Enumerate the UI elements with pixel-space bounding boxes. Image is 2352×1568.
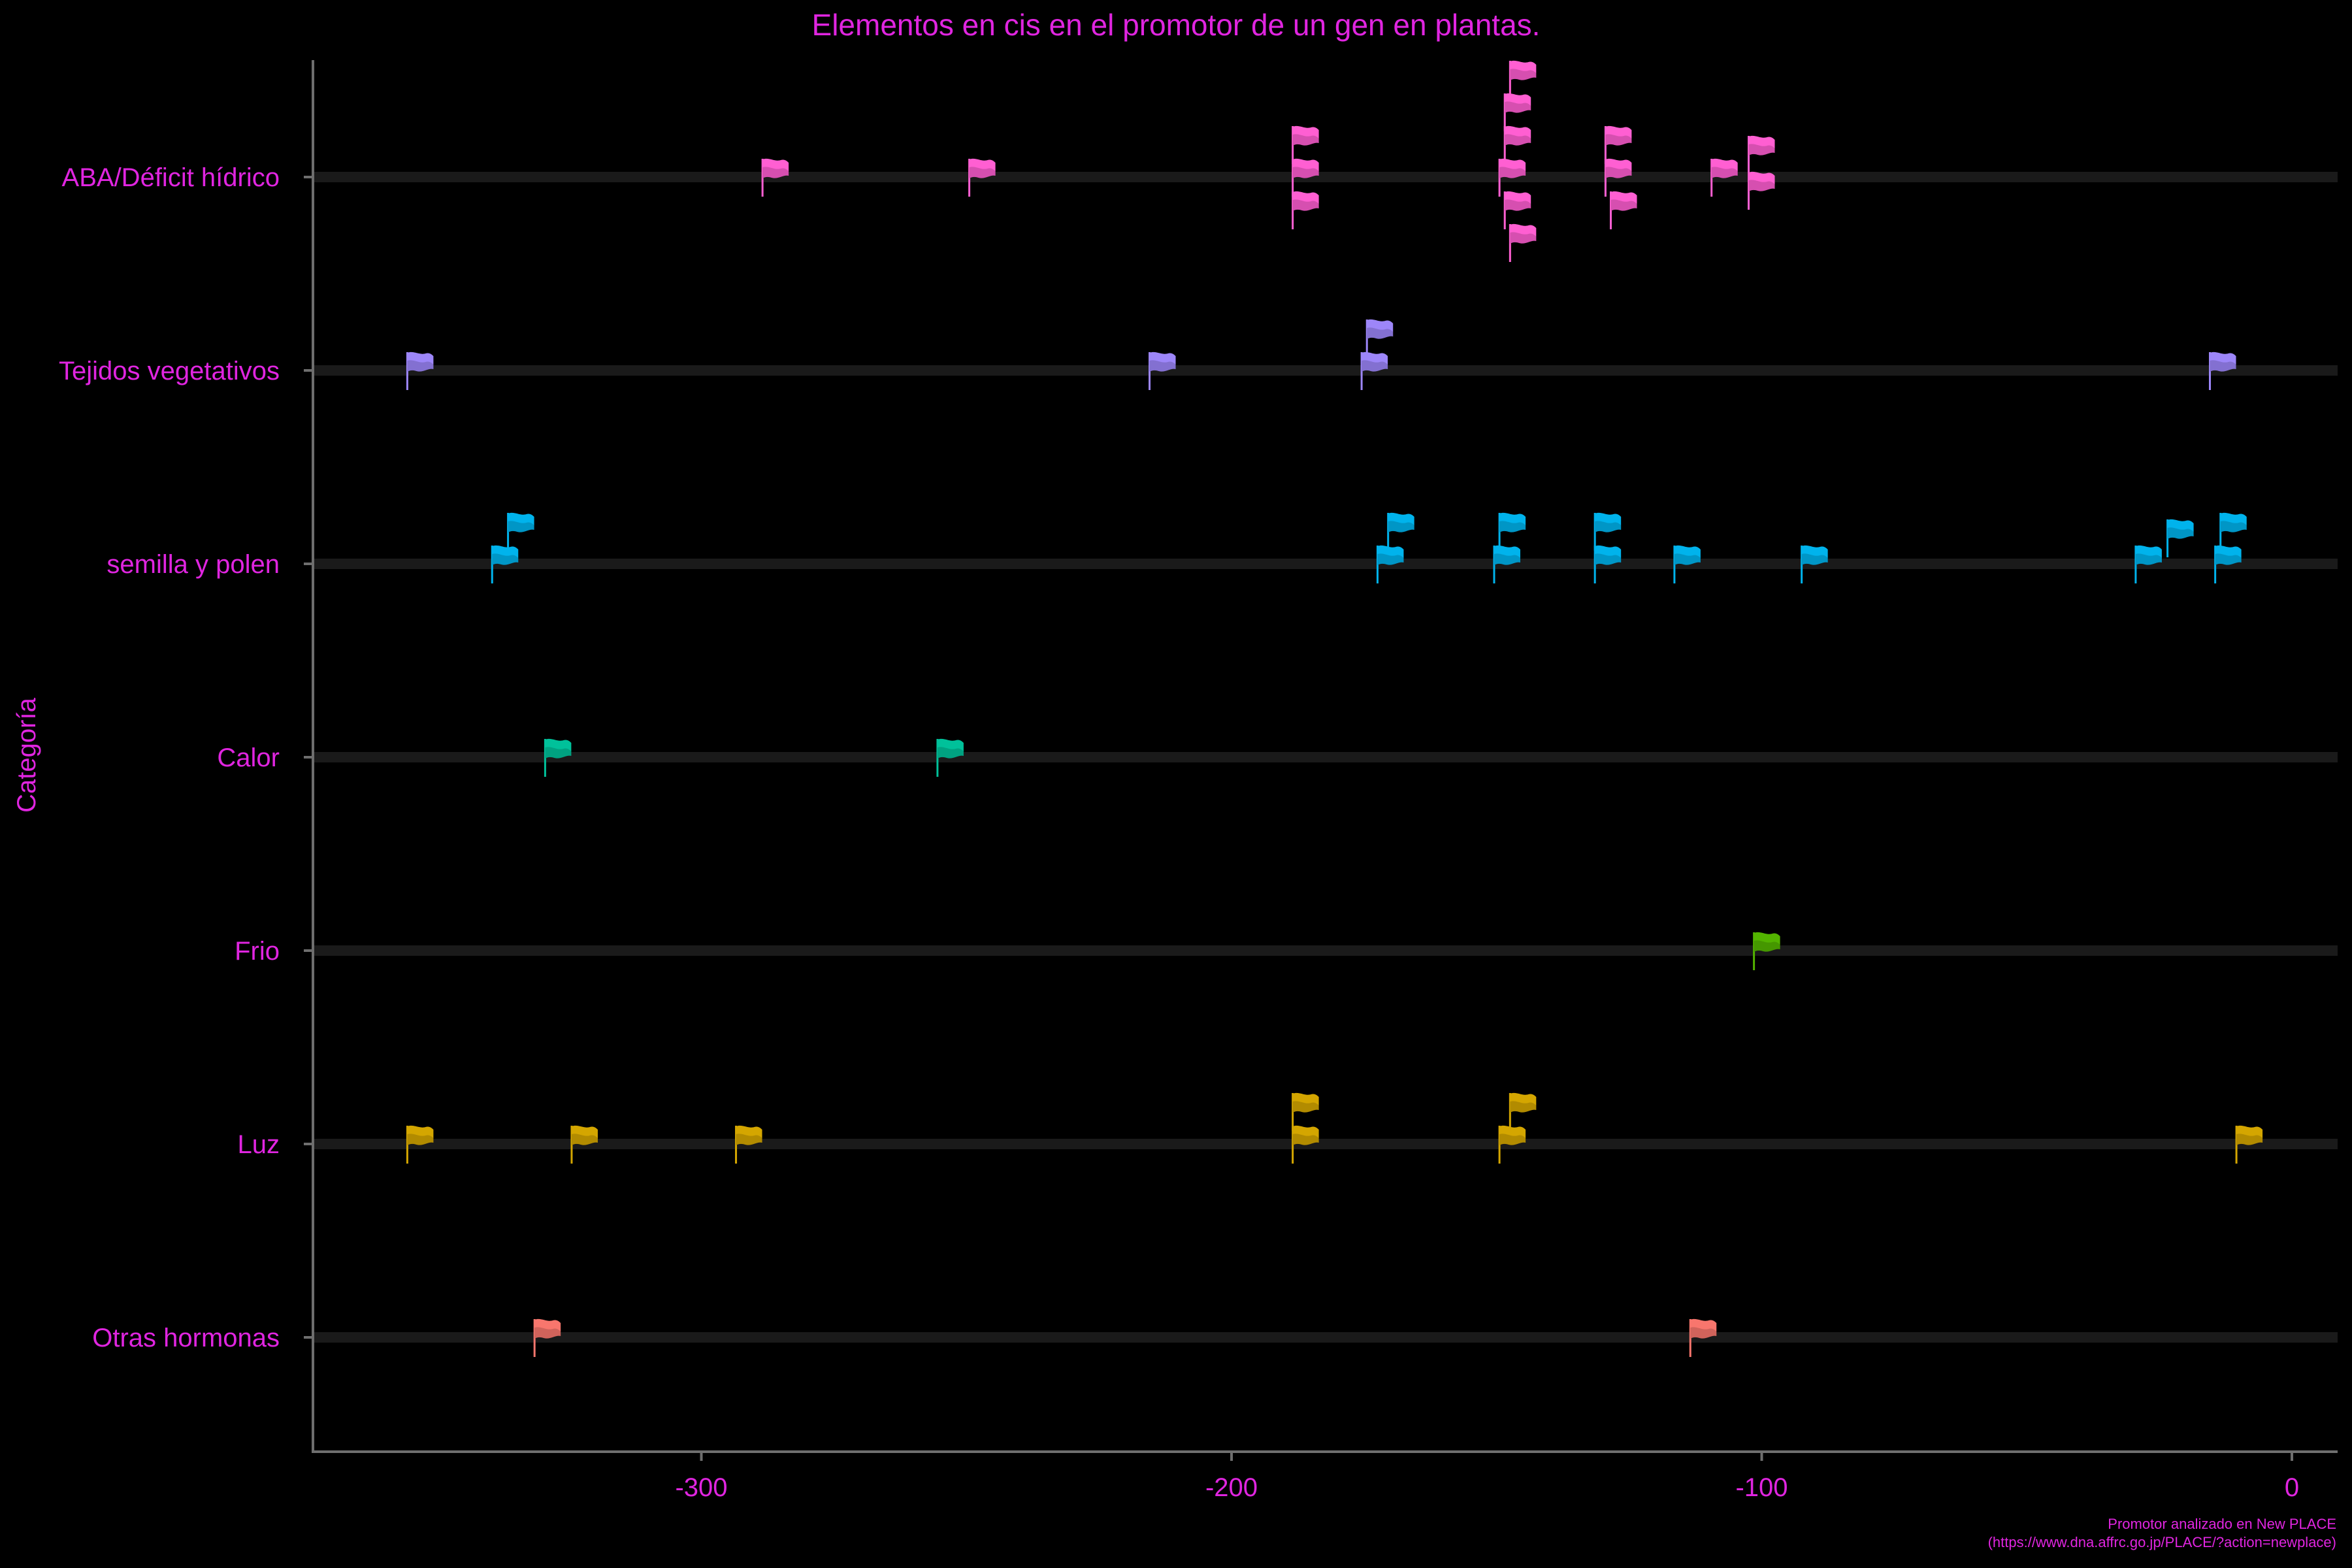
flag-marker: [1503, 191, 1531, 229]
flag-marker: [936, 738, 964, 777]
y-tick-label: Tejidos vegetativos: [59, 357, 280, 385]
flag-marker: [406, 1125, 434, 1164]
flag-marker: [1593, 545, 1622, 583]
flag-marker: [406, 351, 434, 390]
flag-marker: [1689, 1318, 1717, 1357]
flag-marker: [1292, 158, 1319, 197]
y-axis-label: Categoría: [12, 697, 41, 812]
flag-marker: [1748, 135, 1775, 174]
flag-marker: [2219, 512, 2247, 551]
flag-marker: [2235, 1125, 2263, 1164]
y-tick-label: ABA/Déficit hídrico: [62, 163, 280, 192]
flag-marker: [1710, 158, 1738, 197]
flag-marker: [1292, 1092, 1319, 1131]
flag-marker: [735, 1125, 762, 1164]
flag-marker: [1753, 932, 1780, 970]
y-tick-label: Frio: [235, 937, 280, 966]
flag-marker: [1610, 191, 1637, 229]
x-tick-label: -200: [1205, 1473, 1258, 1502]
flag-marker: [1509, 60, 1537, 99]
flag-marker: [1387, 512, 1414, 551]
flag-marker: [1493, 545, 1520, 583]
caption-line-1: Promotor analizado en New PLACE: [2108, 1516, 2336, 1532]
caption-line-2: (https://www.dna.affrc.go.jp/PLACE/?acti…: [1988, 1534, 2336, 1550]
flag-marker: [2134, 545, 2162, 583]
y-tick-label: Calor: [217, 743, 280, 772]
flag-marker: [1503, 125, 1531, 164]
flag-marker: [1365, 319, 1394, 357]
flag-marker: [2209, 351, 2236, 390]
chart-title: Elementos en cis en el promotor de un ge…: [812, 8, 1541, 42]
flag-marker: [1604, 158, 1632, 197]
flag-marker: [1292, 125, 1319, 164]
flag-markers: [406, 60, 2263, 1357]
y-tick-label: Luz: [238, 1130, 280, 1159]
flag-marker: [2166, 519, 2194, 557]
flag-marker: [1748, 171, 1775, 210]
flag-marker: [1503, 93, 1531, 131]
flag-marker: [968, 158, 996, 197]
flag-marker: [507, 512, 534, 551]
flag-marker: [1593, 512, 1622, 551]
y-axis-ticks: ABA/Déficit hídrico Tejidos vegetativos se…: [59, 163, 313, 1352]
y-tick-label: semilla y polen: [106, 550, 280, 579]
flag-marker: [570, 1125, 598, 1164]
x-tick-label: -100: [1735, 1473, 1788, 1502]
flag-marker: [2214, 545, 2242, 583]
flag-marker: [1509, 1092, 1537, 1131]
flag-marker: [1376, 545, 1404, 583]
flag-marker: [533, 1318, 561, 1357]
flag-marker: [1292, 1125, 1319, 1164]
flag-marker: [1149, 351, 1176, 390]
flag-marker: [761, 158, 789, 197]
x-tick-label: -300: [675, 1473, 727, 1502]
x-axis-ticks: -300 -200 -100 0: [675, 1452, 2299, 1502]
flag-marker: [1360, 351, 1388, 390]
flag-marker: [544, 738, 572, 777]
flag-marker: [1801, 545, 1828, 583]
flag-marker: [1604, 125, 1632, 164]
category-tracks: [314, 172, 2338, 1343]
flag-marker: [491, 545, 519, 583]
flag-marker: [1498, 512, 1526, 551]
flag-marker: [1498, 158, 1526, 197]
y-tick-label: Otras hormonas: [92, 1324, 280, 1352]
flag-marker: [1673, 545, 1701, 583]
x-tick-label: 0: [2285, 1473, 2299, 1502]
caption: Promotor analizado en New PLACE (https:/…: [1988, 1516, 2336, 1550]
flag-marker: [1498, 1125, 1526, 1164]
flag-marker: [1292, 191, 1319, 229]
flag-marker: [1509, 223, 1537, 262]
